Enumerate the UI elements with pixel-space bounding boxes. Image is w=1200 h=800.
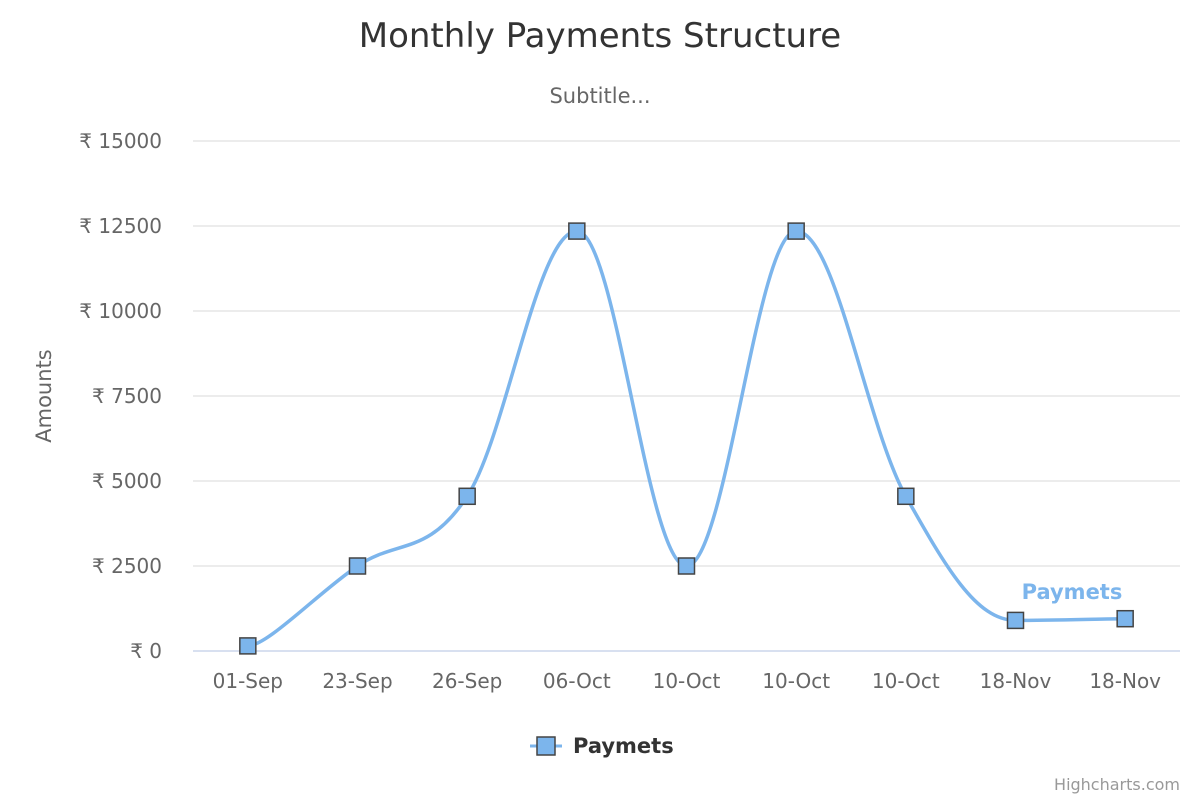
- y-tick-label: ₹ 2500: [92, 554, 162, 578]
- y-tick-label: ₹ 10000: [79, 299, 162, 323]
- data-point-marker[interactable]: [568, 222, 586, 240]
- data-point-marker[interactable]: [1116, 609, 1134, 628]
- data-point-marker[interactable]: [239, 637, 257, 655]
- chart-subtitle: Subtitle...: [549, 84, 650, 108]
- x-tick-label: 10-Oct: [762, 669, 830, 693]
- y-tick-label: ₹ 5000: [92, 469, 162, 493]
- x-tick-label: 06-Oct: [543, 669, 611, 693]
- chart-title: Monthly Payments Structure: [359, 16, 841, 56]
- series-label-paymets: Paymets: [1022, 580, 1123, 604]
- data-point-marker[interactable]: [348, 557, 367, 575]
- x-tick-label: 23-Sep: [322, 669, 392, 693]
- series-paymets[interactable]: [239, 222, 1134, 655]
- y-tick-label: ₹ 15000: [79, 129, 162, 153]
- legend-square-icon: [536, 736, 556, 756]
- x-tick-label: 10-Oct: [653, 669, 721, 693]
- y-tick-label: ₹ 0: [130, 639, 162, 663]
- x-tick-label: 18-Nov: [1089, 669, 1161, 693]
- x-tick-label: 10-Oct: [872, 669, 940, 693]
- data-point-marker[interactable]: [897, 487, 915, 506]
- data-point-marker[interactable]: [458, 487, 476, 506]
- x-tick-label: 26-Sep: [432, 669, 502, 693]
- y-tick-label: ₹ 7500: [92, 384, 162, 408]
- legend-item-paymets[interactable]: Paymets: [573, 734, 674, 758]
- x-tick-label: 01-Sep: [213, 669, 283, 693]
- credits-link[interactable]: Highcharts.com: [1054, 775, 1180, 794]
- axes: Amounts ₹ 0 ₹ 2500 ₹ 5000 ₹ 7500 ₹ 10000 ₹ 12…: [32, 129, 1180, 693]
- series-line: [246, 229, 1127, 648]
- legend[interactable]: Paymets: [530, 734, 674, 758]
- data-point-marker[interactable]: [1006, 611, 1025, 630]
- data-point-marker[interactable]: [677, 557, 696, 575]
- y-axis-title: Amounts: [32, 349, 56, 442]
- x-tick-label: 18-Nov: [980, 669, 1052, 693]
- y-tick-label: ₹ 12500: [79, 214, 162, 238]
- data-point-marker[interactable]: [787, 222, 805, 240]
- grid: [193, 140, 1180, 567]
